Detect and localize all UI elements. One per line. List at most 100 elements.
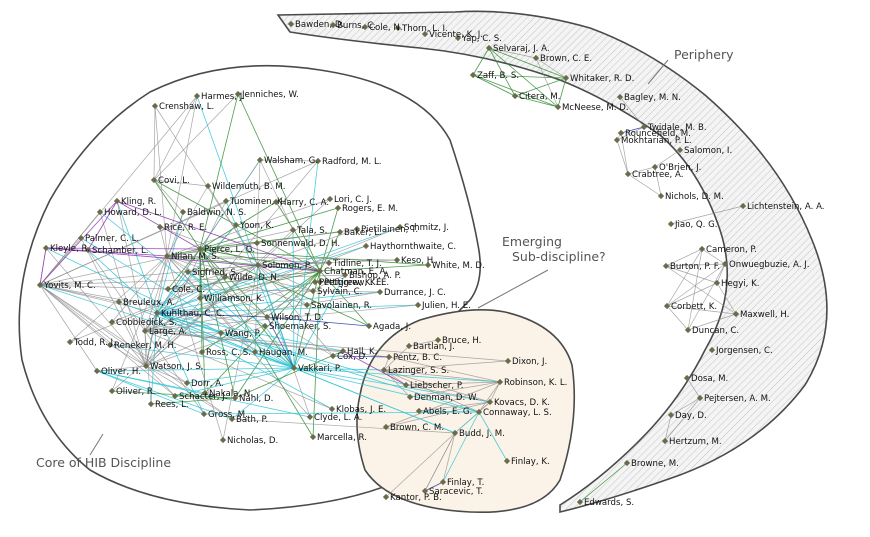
author-node[interactable]: [193, 92, 201, 100]
author-node[interactable]: [329, 352, 337, 360]
author-node[interactable]: [469, 71, 477, 79]
author-node[interactable]: [183, 379, 191, 387]
author-node[interactable]: [341, 271, 349, 279]
author-node[interactable]: [662, 262, 670, 270]
author-node[interactable]: [251, 348, 259, 356]
author-node[interactable]: [222, 197, 230, 205]
author-node[interactable]: [113, 197, 121, 205]
author-node[interactable]: [713, 279, 721, 287]
author-label: Crenshaw, L.: [159, 102, 214, 112]
co-citation-edge: [153, 105, 156, 181]
author-node[interactable]: [624, 170, 632, 178]
co-citation-edge: [237, 93, 321, 272]
co-citation-edge: [166, 255, 330, 264]
author-node[interactable]: [486, 398, 494, 406]
author-node[interactable]: [77, 234, 85, 242]
author-node[interactable]: [263, 313, 271, 321]
co-citation-edge: [87, 249, 158, 314]
co-citation-edge: [39, 284, 98, 372]
author-node[interactable]: [365, 322, 373, 330]
author-node[interactable]: [393, 256, 401, 264]
author-node[interactable]: [200, 410, 208, 418]
author-node[interactable]: [415, 407, 423, 415]
author-node[interactable]: [362, 242, 370, 250]
author-label: Shoemaker, S.: [269, 322, 331, 332]
author-node[interactable]: [204, 182, 212, 190]
author-node[interactable]: [496, 378, 504, 386]
author-node[interactable]: [376, 288, 384, 296]
author-label: Nichols, D. M.: [665, 192, 724, 202]
author-node[interactable]: [151, 102, 159, 110]
author-label: Watson, J. S.: [150, 362, 203, 372]
author-node[interactable]: [434, 336, 442, 344]
author-label: Pietilainen, T.: [361, 225, 418, 235]
co-citation-edge: [579, 462, 628, 503]
author-node[interactable]: [256, 156, 264, 164]
author-node[interactable]: [414, 301, 422, 309]
author-node[interactable]: [328, 405, 336, 413]
co-citation-edge: [385, 432, 456, 498]
author-node[interactable]: [698, 245, 706, 253]
author-node[interactable]: [219, 436, 227, 444]
author-node[interactable]: [406, 393, 414, 401]
author-node[interactable]: [253, 239, 261, 247]
author-node[interactable]: [306, 413, 314, 421]
author-node[interactable]: [316, 278, 324, 286]
core-leader: [89, 433, 104, 456]
author-node[interactable]: [42, 244, 50, 252]
author-node[interactable]: [380, 366, 388, 374]
author-node[interactable]: [150, 176, 158, 184]
author-node[interactable]: [309, 433, 317, 441]
author-node[interactable]: [96, 208, 104, 216]
author-node[interactable]: [234, 90, 242, 98]
author-node[interactable]: [163, 252, 171, 260]
author-node[interactable]: [657, 192, 665, 200]
co-citation-edge: [686, 377, 701, 399]
author-node[interactable]: [147, 400, 155, 408]
co-citation-edge: [472, 74, 559, 108]
co-citation-edge: [156, 312, 268, 318]
author-node[interactable]: [93, 367, 101, 375]
author-node[interactable]: [613, 136, 621, 144]
author-node[interactable]: [339, 347, 347, 355]
author-node[interactable]: [334, 204, 342, 212]
author-node[interactable]: [196, 245, 204, 253]
author-node[interactable]: [309, 287, 317, 295]
author-node[interactable]: [402, 381, 410, 389]
author-node[interactable]: [232, 221, 240, 229]
author-node[interactable]: [405, 342, 413, 350]
author-node[interactable]: [261, 322, 269, 330]
co-citation-edge: [385, 401, 491, 428]
author-node[interactable]: [421, 487, 429, 495]
author-node[interactable]: [504, 357, 512, 365]
co-citation-edge: [319, 270, 370, 327]
author-node[interactable]: [311, 278, 319, 286]
author-label: Kovacs, D. K.: [494, 398, 550, 408]
co-citation-edge: [159, 226, 168, 257]
author-label: Denman, D. W.: [414, 393, 478, 403]
author-node[interactable]: [303, 301, 311, 309]
author-label: Robinson, K. L.: [504, 378, 567, 388]
co-citation-edge: [264, 325, 295, 369]
author-node[interactable]: [475, 408, 483, 416]
author-node[interactable]: [511, 92, 519, 100]
author-node[interactable]: [439, 478, 447, 486]
author-node[interactable]: [156, 223, 164, 231]
author-node[interactable]: [290, 364, 298, 372]
author-node[interactable]: [385, 353, 393, 361]
author-node[interactable]: [84, 246, 92, 254]
author-node[interactable]: [503, 457, 511, 465]
author-node[interactable]: [382, 493, 390, 501]
author-node[interactable]: [667, 220, 675, 228]
author-label: Rouncefield, M.: [625, 129, 691, 139]
author-node[interactable]: [451, 429, 459, 437]
author-node[interactable]: [382, 423, 390, 431]
author-node[interactable]: [179, 208, 187, 216]
co-citation-edge: [45, 247, 295, 369]
author-node[interactable]: [325, 259, 333, 267]
author-label: Lichtenstein, A. A.: [747, 202, 825, 212]
author-node[interactable]: [424, 261, 432, 269]
author-node[interactable]: [316, 267, 324, 275]
co-citation-edge: [383, 345, 410, 371]
